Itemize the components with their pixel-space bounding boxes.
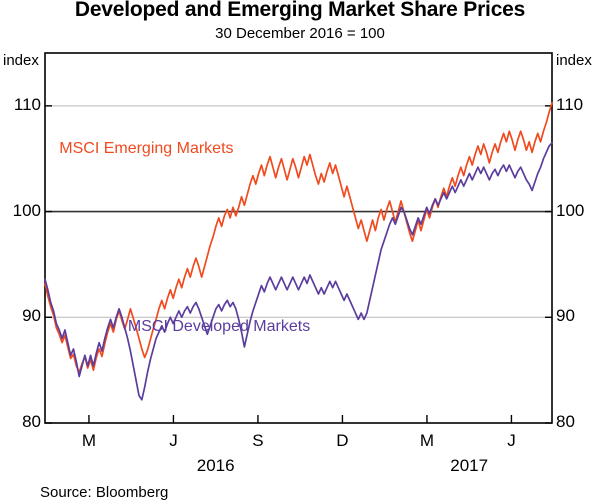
y-tick-label-right: 90 [556,306,575,326]
x-tick-label: S [252,431,264,450]
y-tick-label-right: 110 [556,94,584,114]
x-axis-year-label: 2017 [450,456,489,475]
plot-frame [44,52,553,424]
y-tick-label-left: 90 [22,306,41,326]
series-label-developed-markets: MSCI Developed Markets [127,317,311,335]
x-axis-year-label: 2016 [196,456,235,475]
source-note: Source: Bloomberg [40,484,169,501]
x-tick-label: D [336,431,349,450]
y-tick-label-left: 110 [13,94,41,114]
y-tick-label-left: 100 [12,200,41,220]
chart-title: Developed and Emerging Market Share Pric… [74,0,526,21]
y-axis-unit-right: index [556,52,592,69]
y-axis-unit-left: index [3,52,39,69]
y-tick-label-left: 80 [22,412,41,431]
series-line-developed-markets [44,142,553,401]
series-label-emerging-markets: MSCI Emerging Markets [59,140,234,158]
x-tick-label: J [169,431,178,450]
x-tick-label: J [507,431,516,450]
series-line-emerging-markets [44,101,553,374]
y-tick-label-right: 80 [556,412,575,431]
x-tick-label: M [81,431,97,450]
x-tick-label: M [419,431,435,450]
chart-subtitle: 30 December 2016 = 100 [215,25,385,42]
y-tick-label-right: 100 [556,200,585,220]
